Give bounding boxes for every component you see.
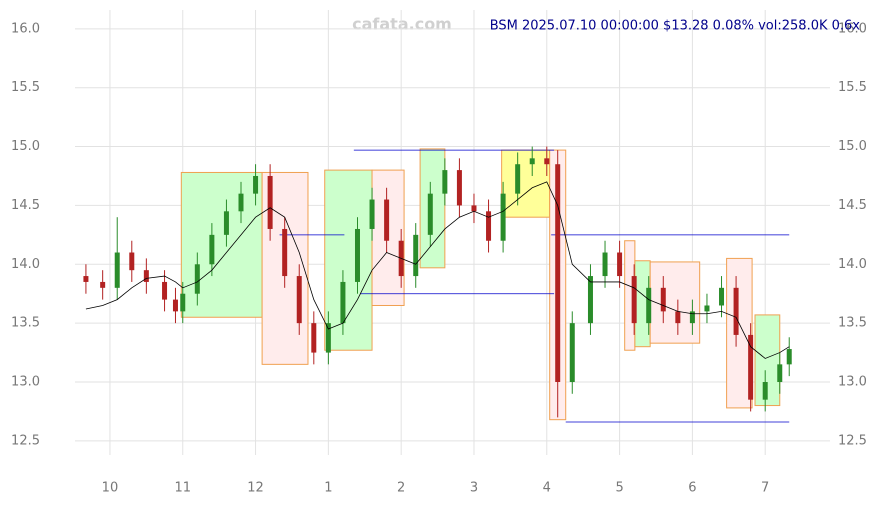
candle-body — [675, 311, 681, 324]
zone — [324, 169, 373, 351]
candle-body — [515, 164, 521, 194]
y-tick-label: 13.5 — [11, 316, 40, 331]
x-tick-label: 10 — [102, 481, 119, 496]
y-tick-label-right: 13.0 — [838, 375, 867, 390]
candle-body — [486, 211, 492, 241]
y-tick-label: 13.0 — [11, 375, 40, 390]
candle-body — [587, 276, 593, 324]
candle-body — [544, 158, 550, 165]
zone — [180, 171, 263, 318]
candle-body — [100, 281, 106, 288]
x-tick-label: 11 — [174, 481, 191, 496]
candle-body — [569, 323, 575, 383]
candle-body — [296, 276, 302, 324]
candle-body — [442, 170, 448, 194]
y-tick-label-right: 12.5 — [838, 433, 867, 448]
x-tick-label: 2 — [397, 481, 405, 496]
x-tick-label: 1 — [324, 481, 332, 496]
candle-body — [762, 382, 768, 400]
candle-body — [114, 252, 120, 288]
y-tick-label: 14.0 — [11, 257, 40, 272]
candle-body — [369, 199, 375, 229]
y-tick-label: 12.5 — [11, 433, 40, 448]
candle-body — [172, 299, 178, 312]
candle-body — [209, 234, 215, 265]
candle-body — [529, 158, 535, 165]
candle-body — [325, 323, 331, 353]
watermark: cafata.com — [352, 15, 452, 34]
candle-body — [143, 270, 149, 282]
candle-body — [646, 287, 652, 324]
candle-body — [427, 193, 433, 235]
y-tick-label-right: 14.0 — [838, 257, 867, 272]
candle-body — [238, 193, 244, 212]
candle-body — [267, 175, 273, 229]
candle-body — [384, 199, 390, 241]
candle-body — [704, 305, 710, 312]
candle-body — [733, 287, 739, 335]
y-tick-label-right: 15.5 — [838, 80, 867, 95]
y-tick-label: 15.5 — [11, 80, 40, 95]
candle-body — [253, 175, 259, 194]
y-tick-label: 15.0 — [11, 139, 40, 154]
candle-body — [617, 252, 623, 277]
candle-body — [282, 228, 288, 277]
candle-body — [354, 228, 360, 282]
x-tick-label: 3 — [470, 481, 478, 496]
candle-body — [162, 281, 168, 300]
y-tick-label-right: 16.0 — [838, 21, 867, 36]
candle-body — [602, 252, 608, 277]
candle-body — [413, 234, 419, 277]
candle-body — [777, 364, 783, 383]
y-tick-label: 16.0 — [11, 21, 40, 36]
x-tick-label: 7 — [761, 481, 769, 496]
candle-body — [129, 252, 135, 271]
candle-body — [194, 264, 200, 294]
y-tick-label: 14.5 — [11, 198, 40, 213]
candle-body — [500, 193, 506, 241]
y-tick-label-right: 13.5 — [838, 316, 867, 331]
zone — [726, 257, 753, 409]
y-tick-label-right: 14.5 — [838, 198, 867, 213]
candle-body — [311, 323, 317, 353]
candle-body — [180, 293, 186, 312]
candle-body — [631, 276, 637, 324]
chart-title: BSM 2025.07.10 00:00:00 $13.28 0.08% vol… — [490, 19, 861, 34]
candle-body — [340, 281, 346, 324]
zone — [649, 261, 701, 344]
candle-body — [555, 164, 561, 383]
x-tick-label: 5 — [615, 481, 623, 496]
y-tick-label-right: 15.0 — [838, 139, 867, 154]
candle-body — [748, 334, 754, 400]
candle-body — [660, 287, 666, 312]
candle-body — [786, 349, 792, 365]
moving-average — [85, 181, 790, 359]
x-tick-label: 4 — [543, 481, 551, 496]
candle-body — [689, 311, 695, 324]
x-tick-label: 6 — [688, 481, 696, 496]
x-tick-label: 12 — [247, 481, 264, 496]
candle-body — [719, 287, 725, 306]
candle-body — [223, 211, 229, 235]
candle-body — [83, 276, 89, 282]
candle-body — [471, 205, 477, 212]
candle-body — [456, 170, 462, 206]
